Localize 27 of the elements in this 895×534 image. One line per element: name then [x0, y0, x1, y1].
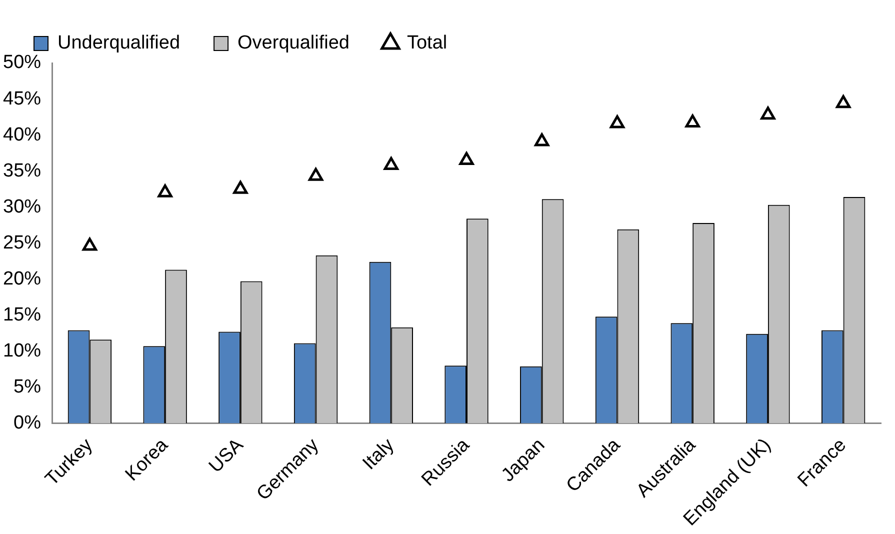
point — [158, 184, 172, 198]
y-tick-label: 10% — [2, 340, 42, 362]
y-tick-label: 40% — [2, 124, 42, 146]
legend-label: Overqualified — [238, 32, 350, 54]
point — [82, 238, 98, 251]
legend-label: Underqualified — [58, 32, 180, 54]
point — [685, 114, 700, 128]
x-tick-label: USA — [205, 434, 248, 478]
point — [610, 115, 625, 128]
y-tick-label: 35% — [2, 160, 42, 182]
point — [308, 168, 324, 181]
y-tick-label: 30% — [2, 196, 42, 218]
point — [534, 133, 550, 146]
point — [459, 152, 474, 166]
y-tick-label: 0% — [14, 412, 42, 434]
point — [384, 157, 398, 170]
x-tick-label: Italy — [358, 434, 399, 474]
y-tick-label: 45% — [2, 88, 42, 110]
y-tick-label: 50% — [2, 52, 42, 74]
legend-label: Total — [406, 32, 448, 54]
point — [760, 106, 776, 120]
point — [836, 95, 851, 108]
point — [233, 180, 248, 194]
y-tick-label: 15% — [2, 304, 42, 326]
y-tick-label: 20% — [2, 268, 42, 290]
y-tick-label: 5% — [14, 376, 42, 398]
y-tick-label: 25% — [2, 232, 42, 254]
